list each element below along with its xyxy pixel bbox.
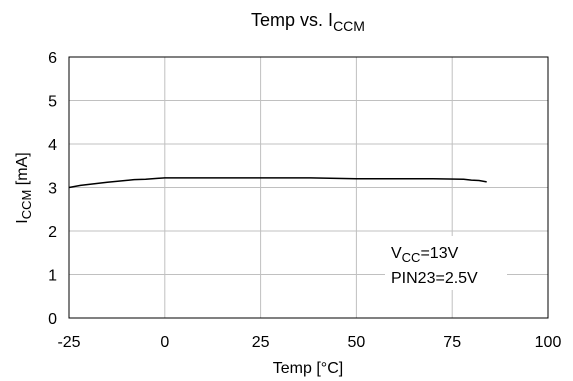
annotation-pin23: PIN23=2.5V [391, 270, 478, 287]
annotation-vcc-sub: CC [402, 250, 421, 265]
y-tick-label: 3 [48, 181, 57, 198]
x-tick-label: 25 [252, 334, 270, 351]
grid-lines [69, 57, 548, 318]
y-axis-title-main: I [14, 219, 31, 223]
x-axis-title: Temp [°C] [273, 360, 343, 377]
annotation-box [385, 236, 507, 290]
y-tick-label: 1 [48, 268, 57, 285]
y-tick-label: 2 [48, 224, 57, 241]
chart-title-main: Temp vs. I [251, 10, 333, 30]
y-tick-labels: 0 1 2 3 4 5 6 [48, 50, 57, 328]
y-tick-label: 4 [48, 137, 57, 154]
series-group [68, 177, 487, 189]
x-tick-label: -25 [57, 334, 80, 351]
y-axis-title: ICCM [mA] [14, 152, 34, 223]
series-line-0 [68, 177, 487, 189]
chart-title: Temp vs. ICCM [251, 10, 365, 34]
y-tick-label: 6 [48, 50, 57, 67]
chart-title-sub: CCM [333, 18, 365, 34]
plot-frame [68, 56, 549, 319]
annotation-vcc-suffix: =13V [420, 245, 458, 262]
y-axis-title-sub: CCM [19, 190, 34, 220]
x-tick-label: 0 [160, 334, 169, 351]
x-tick-label: 100 [535, 334, 562, 351]
y-tick-label: 0 [48, 311, 57, 328]
x-tick-label: 75 [443, 334, 461, 351]
x-tick-label: 50 [348, 334, 366, 351]
x-tick-labels: -25 0 25 50 75 100 [57, 334, 561, 351]
y-axis-title-suffix: [mA] [14, 152, 31, 189]
annotation-vcc-main: V [391, 245, 402, 262]
y-tick-label: 5 [48, 94, 57, 111]
annotation-vcc: VCC=13V [391, 245, 459, 265]
